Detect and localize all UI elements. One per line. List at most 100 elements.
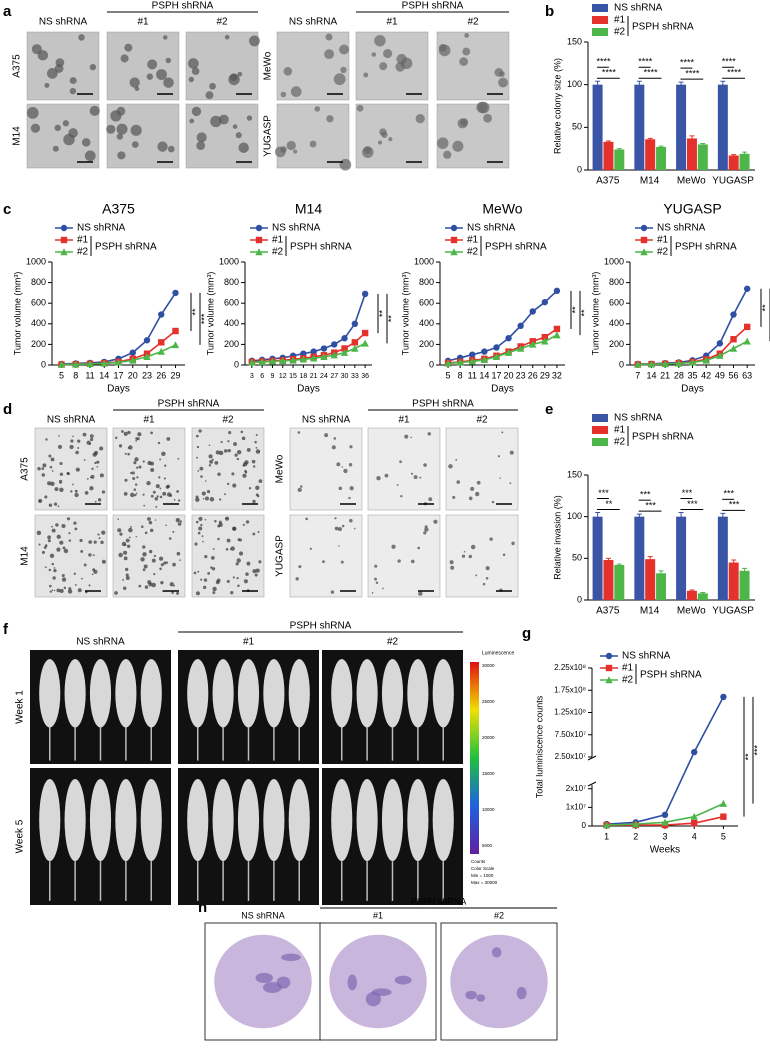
cell bbox=[463, 550, 466, 553]
column-label: #2 bbox=[467, 17, 479, 28]
cell bbox=[203, 578, 208, 582]
y-tick-label: 1.25x10⁸ bbox=[554, 708, 586, 717]
cell bbox=[227, 440, 230, 443]
marker bbox=[716, 352, 724, 359]
bar bbox=[739, 570, 750, 600]
cell bbox=[195, 520, 199, 524]
cell bbox=[195, 591, 201, 596]
cell bbox=[160, 580, 164, 585]
cell bbox=[509, 482, 512, 485]
legend-label: #1 bbox=[614, 15, 626, 26]
column-label: #2 bbox=[387, 637, 399, 648]
chart-title: YUGASP bbox=[663, 201, 721, 217]
x-tick-label: 14 bbox=[479, 370, 489, 380]
chart-title: A375 bbox=[102, 201, 135, 217]
cell bbox=[207, 571, 211, 575]
significance: *** bbox=[598, 488, 609, 498]
cell bbox=[383, 49, 393, 59]
cell bbox=[208, 444, 211, 447]
y-tick-label: 800 bbox=[609, 277, 624, 287]
y-tick-label: 0 bbox=[429, 359, 434, 369]
cell bbox=[243, 579, 248, 584]
cell bbox=[97, 533, 100, 536]
cell bbox=[381, 131, 388, 138]
cell bbox=[88, 584, 91, 587]
row-label: MeWo bbox=[263, 51, 274, 80]
cell bbox=[148, 520, 153, 525]
scale-tick: 30000 bbox=[482, 663, 495, 668]
panel-letter: h bbox=[198, 899, 207, 916]
cell bbox=[124, 43, 133, 52]
y-tick-label: 2.50x10⁷ bbox=[555, 752, 586, 761]
panel-letter: a bbox=[3, 3, 12, 20]
y-tick-label: 200 bbox=[609, 339, 624, 349]
cell bbox=[72, 435, 74, 438]
cell bbox=[242, 473, 247, 478]
row-label: A375 bbox=[20, 457, 31, 481]
cell bbox=[382, 587, 384, 590]
cell bbox=[84, 150, 96, 162]
cell bbox=[165, 524, 167, 527]
cell bbox=[231, 472, 235, 476]
marker bbox=[553, 331, 561, 339]
cell bbox=[193, 571, 197, 575]
marker bbox=[129, 349, 136, 356]
x-tick-label: MeWo bbox=[677, 606, 706, 617]
cell bbox=[218, 522, 223, 528]
lesion bbox=[255, 972, 273, 983]
cell bbox=[156, 69, 167, 80]
cell bbox=[91, 467, 94, 471]
cell bbox=[142, 552, 147, 557]
cell bbox=[176, 551, 181, 556]
marker bbox=[541, 337, 549, 345]
bar bbox=[728, 562, 739, 600]
cell bbox=[83, 459, 86, 461]
cell bbox=[79, 538, 83, 543]
cell bbox=[81, 577, 83, 580]
cell bbox=[89, 63, 97, 71]
marker bbox=[310, 348, 317, 355]
cell bbox=[219, 498, 222, 501]
cell bbox=[75, 467, 80, 472]
cell bbox=[149, 528, 154, 533]
axis-break bbox=[587, 781, 597, 787]
series-line bbox=[447, 290, 558, 362]
cell bbox=[68, 587, 72, 591]
significance: *** bbox=[682, 488, 693, 498]
cell bbox=[324, 49, 335, 60]
cell bbox=[197, 570, 200, 573]
legend-marker bbox=[450, 236, 458, 244]
cell bbox=[120, 54, 129, 63]
cell bbox=[424, 527, 429, 532]
cell bbox=[333, 437, 337, 440]
x-tick-label: 14 bbox=[646, 370, 656, 380]
mouse bbox=[356, 659, 378, 728]
y-tick-label: 0 bbox=[41, 359, 46, 369]
cell bbox=[197, 469, 200, 472]
significance: **** bbox=[638, 57, 653, 67]
micrograph bbox=[106, 31, 180, 101]
error-bar bbox=[689, 135, 695, 141]
cell bbox=[337, 527, 342, 532]
y-tick-label: 200 bbox=[224, 339, 239, 349]
mouse bbox=[263, 659, 285, 728]
marker bbox=[634, 360, 642, 368]
legend-marker bbox=[450, 224, 458, 232]
x-axis-label: Days bbox=[107, 384, 130, 395]
cell bbox=[309, 140, 317, 148]
cell bbox=[470, 486, 475, 491]
marker bbox=[541, 298, 549, 306]
cell bbox=[485, 566, 490, 571]
error-bar bbox=[616, 563, 622, 566]
cell bbox=[330, 590, 335, 594]
cell bbox=[116, 133, 123, 140]
cell bbox=[428, 497, 433, 502]
x-tick-label: 3 bbox=[250, 373, 254, 380]
cell bbox=[371, 52, 377, 57]
cell bbox=[90, 437, 94, 442]
cell bbox=[123, 550, 128, 555]
cell bbox=[437, 137, 449, 149]
cell bbox=[242, 523, 245, 526]
cell bbox=[26, 107, 39, 119]
cell bbox=[280, 91, 287, 98]
